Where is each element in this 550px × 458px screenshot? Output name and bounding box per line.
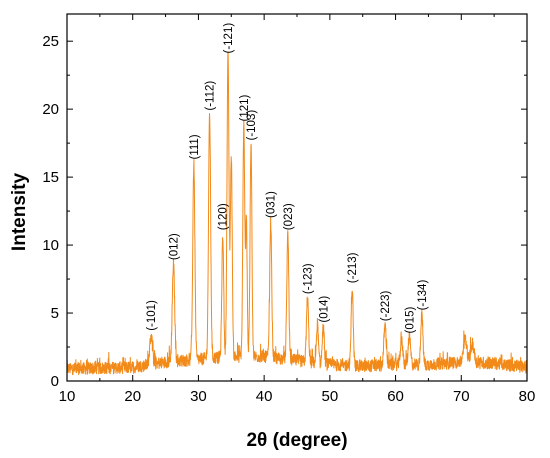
plot-frame [66, 13, 528, 382]
peak-label: (-213) [347, 252, 359, 283]
peak-label: (-223) [380, 290, 392, 321]
y-tick-label: 5 [51, 305, 59, 322]
x-tick-label: 70 [453, 388, 470, 405]
y-axis-title: Intensity [9, 173, 30, 252]
peak-label: (012) [169, 233, 181, 260]
x-tick-label: 40 [256, 388, 273, 405]
peak-label: (-101) [146, 300, 158, 331]
xrd-pattern-line [66, 51, 528, 376]
x-ticks: 10 20 30 40 50 60 70 80 [59, 14, 536, 405]
peak-label: (-134) [417, 280, 429, 311]
x-tick-label: 20 [124, 388, 141, 405]
peak-label: (031) [266, 191, 278, 218]
x-tick-label: 60 [387, 388, 404, 405]
x-tick-label: 50 [322, 388, 339, 405]
peak-label: (111) [189, 134, 201, 159]
x-tick-label: 80 [519, 388, 536, 405]
peak-label: (023) [283, 203, 295, 230]
peak-labels: (-101)(012)(111)(-112)(120)(-121)(121)(-… [146, 23, 429, 334]
axes [66, 13, 528, 382]
y-tick-label: 0 [51, 373, 59, 390]
peak-label: (121) [239, 94, 251, 121]
peak-label: (-123) [303, 263, 315, 294]
y-tick-label: 15 [42, 169, 59, 186]
peak-label: (014) [318, 296, 330, 323]
x-tick-label: 30 [190, 388, 207, 405]
y-tick-label: 25 [42, 33, 59, 50]
y-tick-label: 10 [42, 237, 59, 254]
series-group [66, 51, 528, 376]
y-tick-label: 20 [42, 101, 59, 118]
peak-label: (-112) [205, 81, 217, 111]
peak-label: (015) [404, 306, 416, 333]
y-ticks: 0 5 10 15 20 25 [42, 33, 527, 390]
x-tick-label: 10 [59, 388, 76, 405]
peak-label: (120) [218, 203, 230, 230]
x-axis-title: 2θ (degree) [246, 430, 347, 451]
peak-label: (-121) [223, 23, 235, 54]
peak-label: (-103) [246, 110, 258, 141]
